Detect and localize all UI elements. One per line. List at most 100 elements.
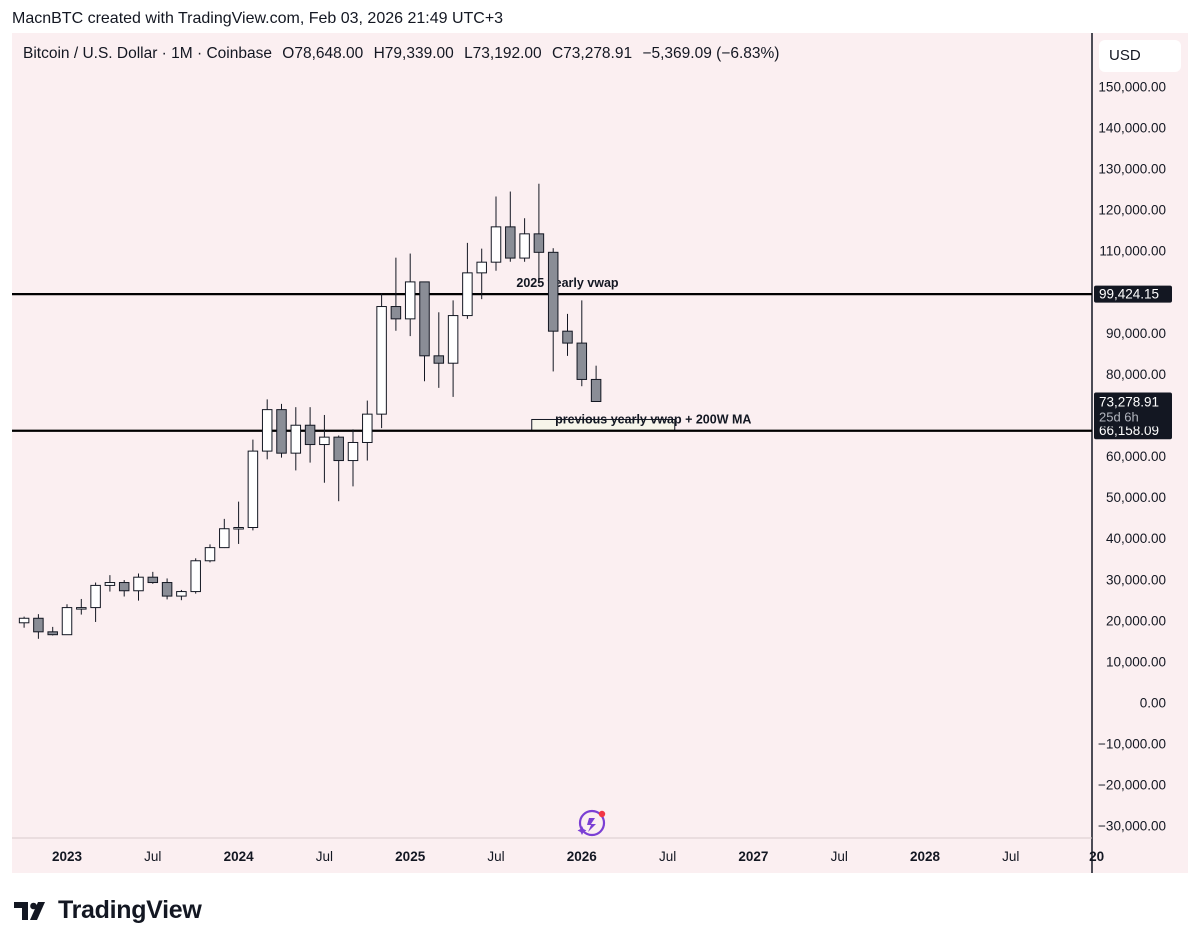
- price-chart[interactable]: 2025 yearly vwap previous yearly vwap + 2…: [12, 33, 1188, 873]
- candle-2023-06: [133, 573, 144, 601]
- candle-2023-12: [219, 518, 230, 549]
- level-label-1: previous yearly vwap + 200W MA: [555, 413, 751, 427]
- candle-body: [290, 424, 302, 454]
- y-tick-label: −30,000.00: [1098, 819, 1166, 834]
- candle-body: [376, 306, 387, 415]
- candle-2025-12: [562, 313, 573, 356]
- candle-body: [404, 281, 416, 320]
- chart-caption: MacnBTC created with TradingView.com, Fe…: [12, 10, 504, 27]
- tradingview-logo: TradingView: [14, 896, 202, 925]
- candle-body: [204, 547, 216, 562]
- candle-2025-02: [419, 281, 430, 382]
- candle-body: [419, 281, 430, 357]
- y-tick-label: 120,000.00: [1098, 203, 1166, 218]
- candle-body: [319, 436, 330, 446]
- chart-container[interactable]: 2025 yearly vwap previous yearly vwap + 2…: [12, 33, 1188, 873]
- candle-body: [76, 607, 87, 610]
- candle-2024-04: [276, 403, 287, 458]
- y-tick-label: 80,000.00: [1106, 367, 1166, 382]
- candle-body: [161, 582, 173, 597]
- y-tick-label: 20,000.00: [1106, 613, 1166, 628]
- candle-2025-10: [533, 183, 545, 284]
- ohlc-open: O78,648.00: [282, 45, 364, 62]
- candle-body: [462, 272, 473, 317]
- candle-body: [433, 355, 445, 364]
- candle-2023-02: [76, 598, 87, 615]
- candle-2024-05: [290, 407, 302, 471]
- last-price-text: 73,278.91: [1099, 394, 1159, 409]
- candle-2023-01: [61, 604, 73, 636]
- candle-body: [562, 330, 573, 344]
- candle-2023-07: [147, 571, 159, 584]
- x-tick-label: 2023: [52, 849, 83, 864]
- y-tick-label: 110,000.00: [1099, 244, 1166, 259]
- y-tick-label: 50,000.00: [1106, 490, 1166, 505]
- x-tick-label: Jul: [316, 849, 333, 864]
- candle-body: [133, 576, 144, 592]
- candle-body: [90, 584, 101, 609]
- candle-2025-06: [476, 248, 487, 300]
- candle-2025-07: [490, 196, 502, 271]
- level-price-badge-text-0: 99,424.15: [1099, 287, 1159, 302]
- candle-2024-09: [347, 429, 359, 487]
- y-tick-label: 130,000.00: [1098, 162, 1166, 177]
- candle-body: [505, 226, 516, 259]
- candle-2025-11: [547, 248, 559, 372]
- symbol-legend: Bitcoin / U.S. Dollar · 1M · Coinbase O7…: [23, 45, 785, 63]
- level-price-badge-text-1: 66,158.09: [1099, 423, 1159, 438]
- x-tick-label: 2024: [224, 849, 255, 864]
- symbol-title[interactable]: Bitcoin / U.S. Dollar · 1M · Coinbase: [23, 45, 272, 62]
- candle-body: [576, 342, 588, 380]
- candle-body: [176, 591, 187, 597]
- candle-2023-08: [161, 578, 173, 600]
- y-tick-label: 90,000.00: [1106, 326, 1166, 341]
- last-price-badge: [1094, 392, 1172, 427]
- candle-2026-01: [576, 300, 588, 387]
- level-price-badge-0: [1094, 285, 1172, 303]
- candle-body: [304, 424, 316, 446]
- candle-2025-04: [447, 300, 459, 397]
- candle-body: [547, 251, 559, 332]
- y-tick-label: −10,000.00: [1098, 737, 1166, 752]
- candle-body: [104, 582, 116, 586]
- y-tick-label: 30,000.00: [1106, 572, 1166, 587]
- candle-2025-09: [519, 218, 530, 262]
- candle-2026-02: [590, 365, 602, 402]
- candle-2025-01: [404, 253, 416, 337]
- candle-body: [333, 436, 344, 462]
- candle-body: [533, 233, 545, 253]
- x-tick-label: 2027: [738, 849, 768, 864]
- candle-2025-03: [433, 312, 445, 388]
- candle-2024-08: [333, 435, 344, 502]
- candle-body: [233, 527, 244, 530]
- candle-body: [476, 261, 487, 274]
- tradingview-logo-icon: [14, 901, 45, 920]
- candle-2023-10: [190, 558, 201, 594]
- candle-body: [33, 617, 44, 633]
- x-tick-label: 2026: [567, 849, 598, 864]
- chart-pane-background: [12, 33, 1092, 873]
- candle-2024-02: [247, 439, 259, 531]
- bar-countdown-text: 25d 6h: [1099, 409, 1139, 424]
- y-tick-label: 40,000.00: [1106, 531, 1166, 546]
- candle-body: [147, 576, 159, 584]
- candle-2024-10: [362, 400, 373, 461]
- candle-2022-12: [47, 626, 58, 636]
- candle-2024-11: [376, 293, 387, 429]
- candle-body: [347, 441, 359, 462]
- candle-body: [447, 315, 459, 364]
- tradingview-assistant-icon[interactable]: [577, 809, 606, 837]
- y-tick-label: 0.00: [1140, 695, 1166, 710]
- candle-body: [519, 233, 530, 259]
- candle-2023-03: [90, 582, 101, 622]
- currency-label: USD: [1109, 47, 1141, 64]
- candle-body: [219, 528, 230, 549]
- currency-selector[interactable]: USD: [1099, 40, 1181, 72]
- candle-body: [118, 582, 130, 592]
- candle-body: [590, 378, 602, 402]
- x-tick-label: Jul: [831, 849, 848, 864]
- candle-2022-11: [33, 614, 44, 639]
- candle-2023-05: [118, 580, 130, 597]
- candle-2022-10: [18, 616, 30, 628]
- x-tick-label: Jul: [144, 849, 161, 864]
